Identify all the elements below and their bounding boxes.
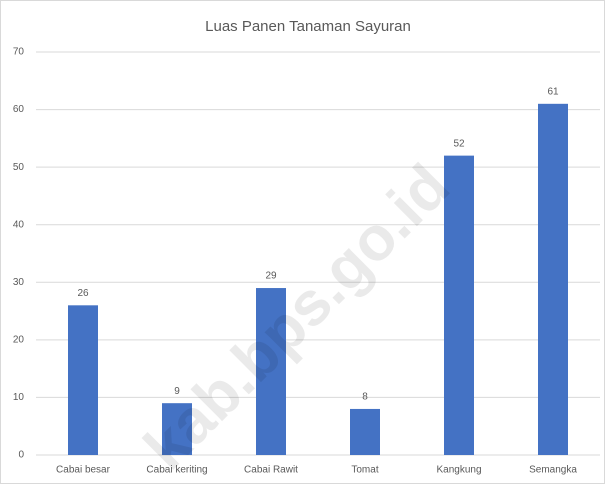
data-label: 61 xyxy=(547,86,559,97)
chart-title: Luas Panen Tanaman Sayuran xyxy=(205,18,411,35)
bar xyxy=(162,403,192,455)
x-tick-label: Tomat xyxy=(351,465,378,476)
bar xyxy=(444,155,474,455)
bar xyxy=(256,288,286,455)
y-tick-label: 60 xyxy=(13,104,25,115)
data-label: 9 xyxy=(174,386,180,397)
y-tick-label: 10 xyxy=(13,392,25,403)
bar xyxy=(68,305,98,455)
data-label: 26 xyxy=(77,288,89,299)
y-tick-label: 40 xyxy=(13,219,25,230)
y-tick-label: 70 xyxy=(13,47,25,58)
y-tick-label: 50 xyxy=(13,162,25,173)
x-tick-label: Semangka xyxy=(529,465,577,476)
data-label: 8 xyxy=(362,392,368,403)
x-tick-label: Cabai keriting xyxy=(146,465,207,476)
x-tick-label: Cabai besar xyxy=(56,465,111,476)
y-tick-label: 30 xyxy=(13,277,25,288)
x-tick-label: Cabai Rawit xyxy=(244,465,298,476)
y-tick-label: 20 xyxy=(13,334,25,345)
bar xyxy=(350,408,380,455)
y-tick-label: 0 xyxy=(18,450,24,461)
bar xyxy=(538,103,568,456)
x-tick-label: Kangkung xyxy=(436,465,481,476)
data-label: 29 xyxy=(265,271,277,282)
data-label: 52 xyxy=(453,138,465,149)
